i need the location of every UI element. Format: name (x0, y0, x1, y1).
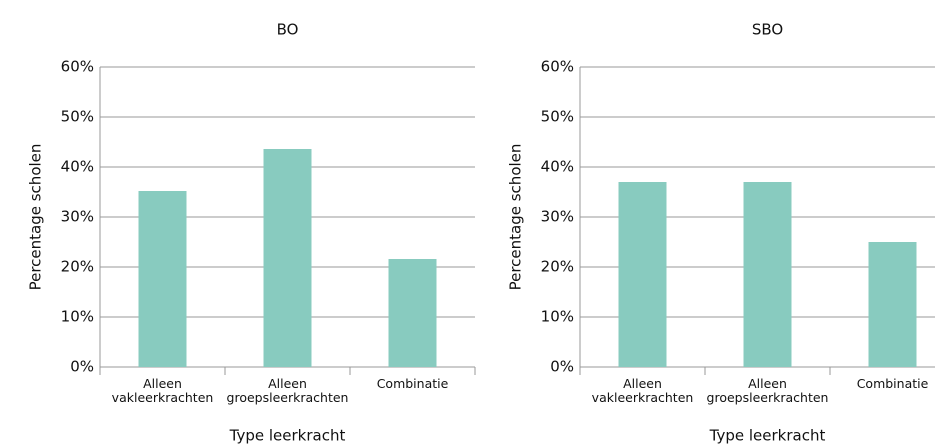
y-tick-label: 40% (541, 158, 574, 176)
y-tick-label: 50% (61, 108, 94, 126)
y-tick-label: 60% (61, 58, 94, 76)
bar (869, 242, 917, 367)
y-tick-label: 0% (550, 358, 574, 376)
y-tick-label: 30% (61, 208, 94, 226)
x-tick-label: Combinatie (830, 377, 935, 391)
y-axis-label: Percentage scholen (507, 144, 525, 291)
y-axis-label: Percentage scholen (27, 144, 45, 291)
y-tick-label: 30% (541, 208, 574, 226)
x-tick-label: Alleen vakleerkrachten (100, 377, 226, 405)
x-tick-label: Alleen groepsleerkrachten (225, 377, 351, 405)
page: BO Percentage scholen Type leerkracht 0% 10%… (0, 0, 935, 444)
y-tick-label: 40% (61, 158, 94, 176)
x-axis-label: Type leerkracht (229, 427, 346, 444)
bar (619, 182, 667, 367)
x-axis-label: Type leerkracht (709, 427, 826, 444)
y-tick-label: 60% (541, 58, 574, 76)
y-tick-label: 50% (541, 108, 574, 126)
bar (389, 259, 437, 367)
bar (264, 149, 312, 367)
y-tick-label: 10% (61, 308, 94, 326)
x-tick-label: Alleen groepsleerkrachten (705, 377, 831, 405)
y-tick-label: 20% (541, 258, 574, 276)
bar (744, 182, 792, 367)
y-tick-label: 10% (541, 308, 574, 326)
chart-title: SBO (752, 21, 783, 39)
y-tick-label: 0% (70, 358, 94, 376)
y-tick-label: 20% (61, 258, 94, 276)
bar (139, 191, 187, 367)
chart-title: BO (277, 21, 299, 39)
x-tick-label: Combinatie (350, 377, 476, 391)
x-tick-label: Alleen vakleerkrachten (580, 377, 706, 405)
